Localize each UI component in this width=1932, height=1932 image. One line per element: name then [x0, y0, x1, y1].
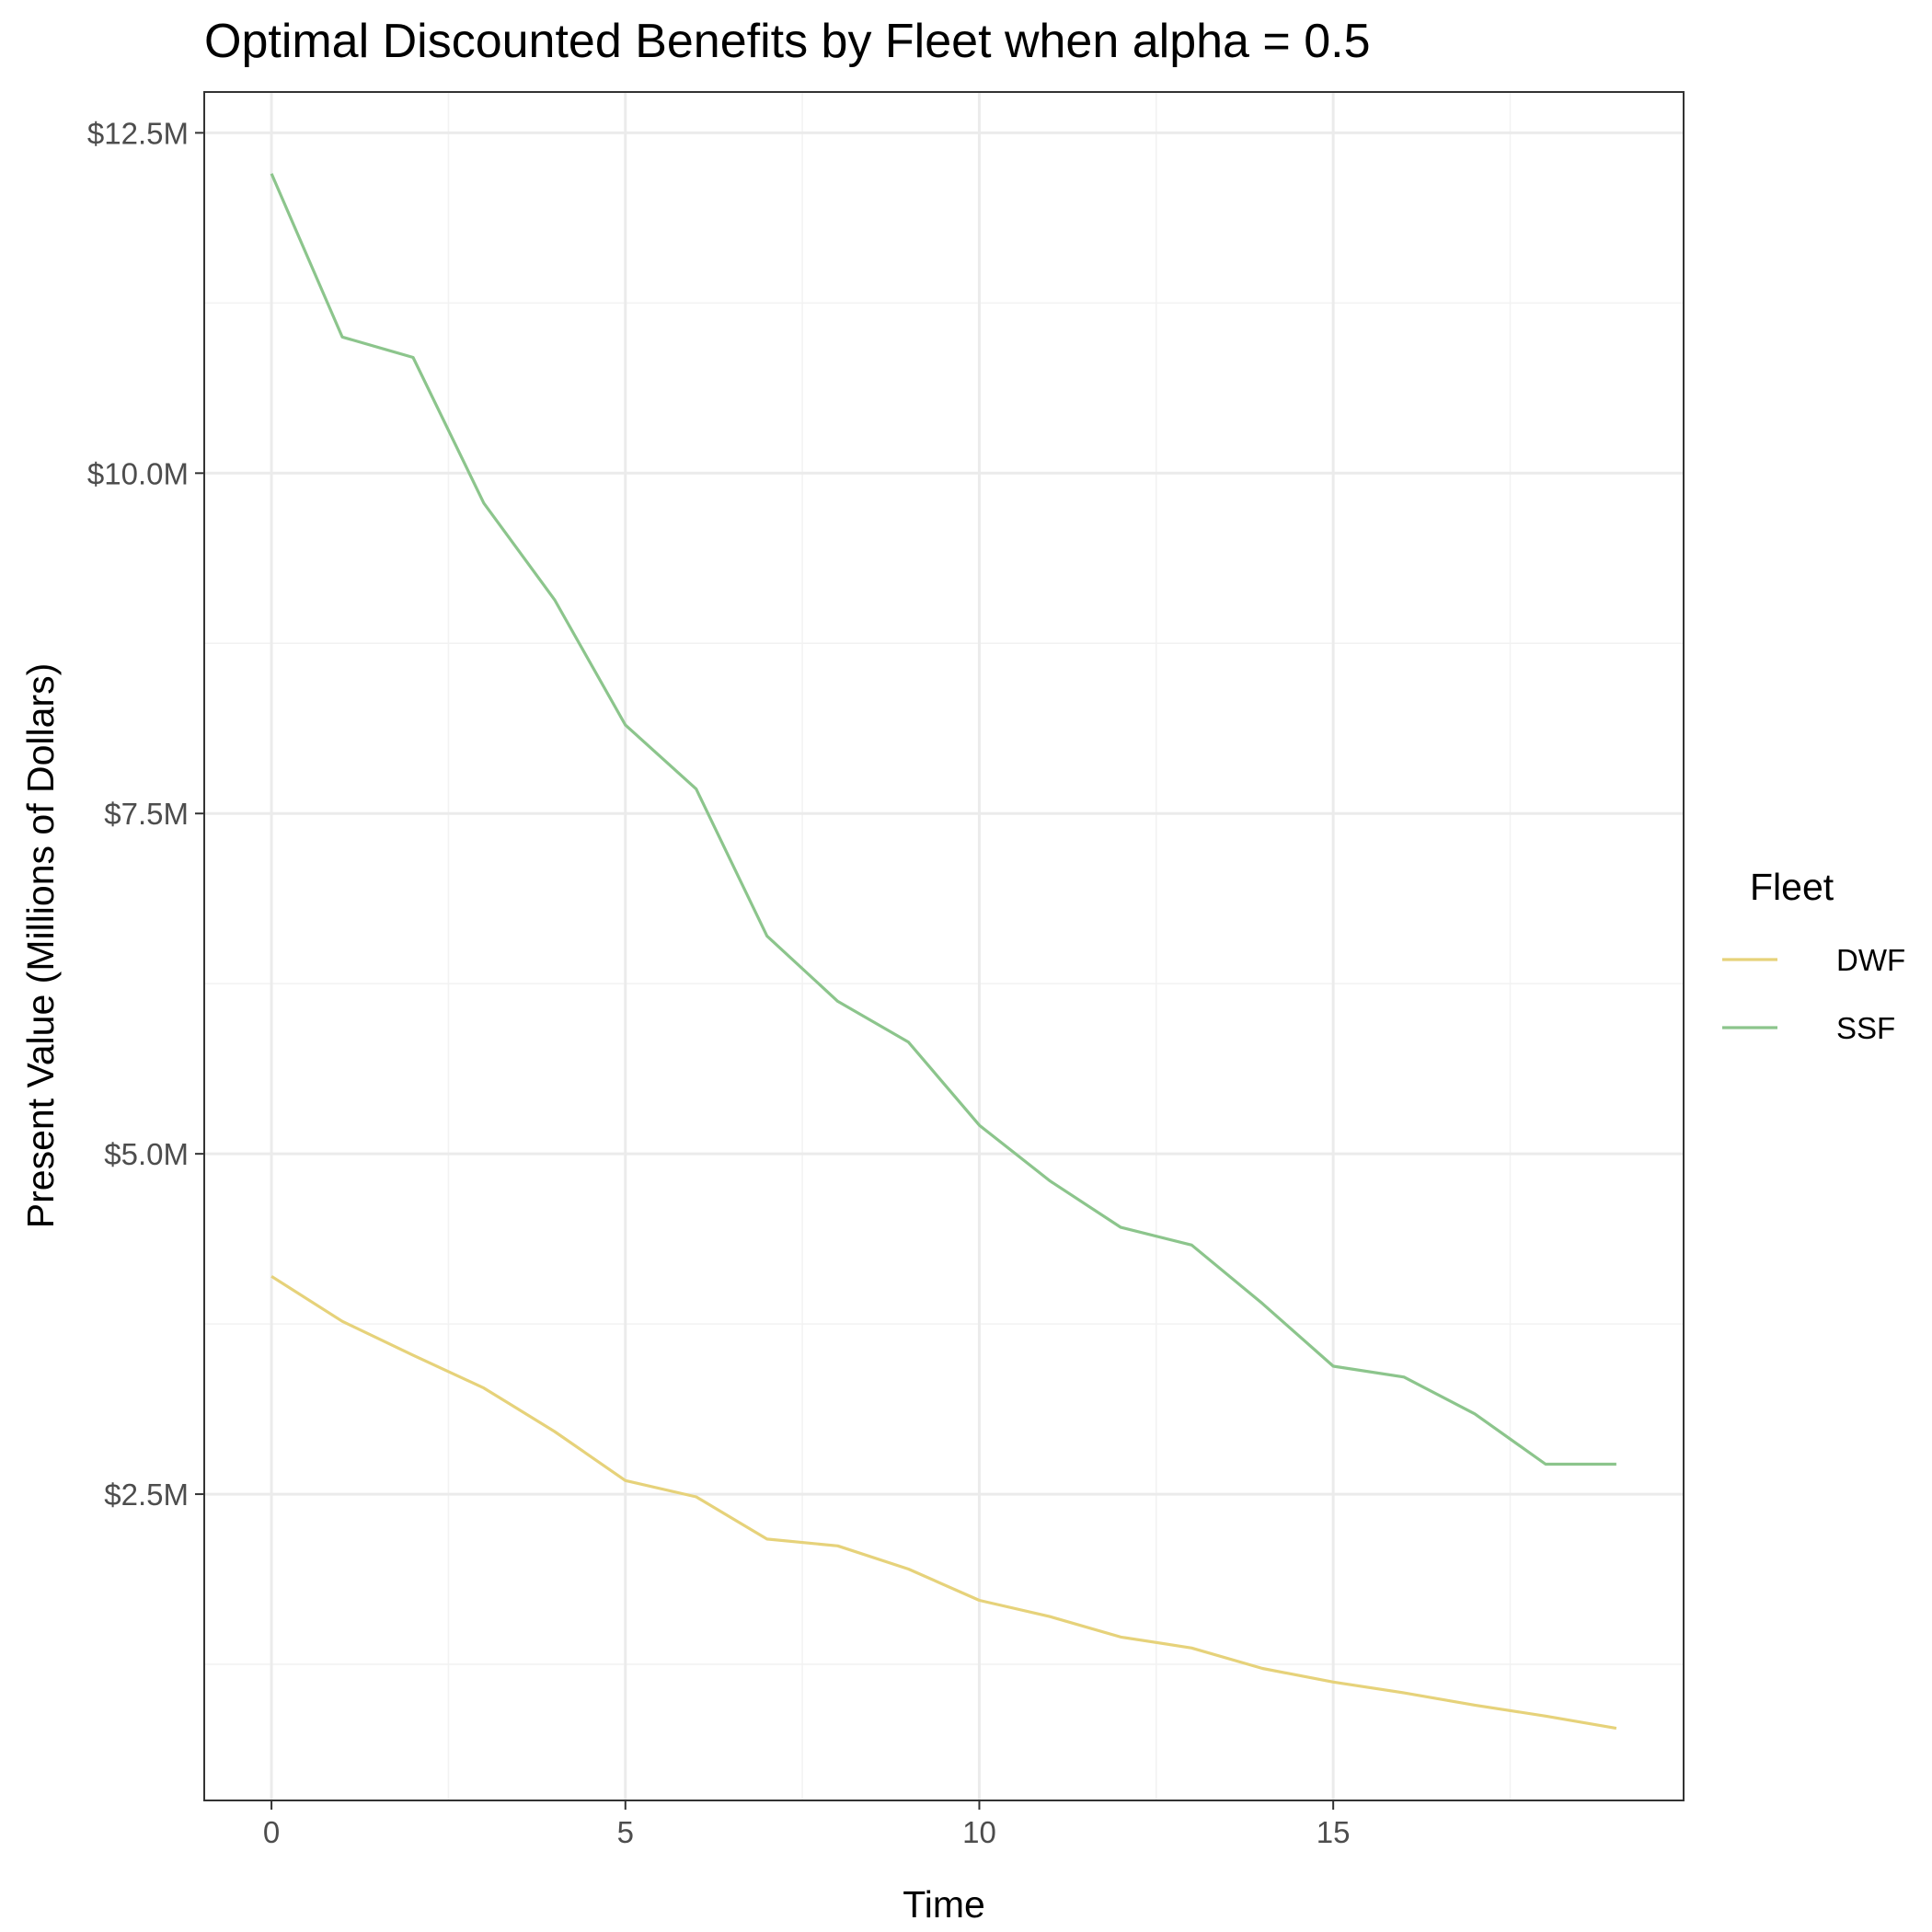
- legend-label-dwf: DWF: [1836, 943, 1905, 977]
- y-axis: $2.5M $5.0M $7.5M $10.0M $12.5M: [87, 116, 204, 1512]
- series-lines: [270, 173, 1617, 1731]
- grid-minor-lines: [204, 92, 1684, 1800]
- legend: Fleet DWF SSF: [1722, 866, 1905, 1045]
- legend-label-ssf: SSF: [1836, 1011, 1895, 1045]
- y-tick-label: $10.0M: [87, 456, 189, 490]
- y-axis-title: Present Value (Millions of Dollars): [19, 663, 62, 1228]
- x-tick-label: 5: [617, 1815, 634, 1849]
- series-line-ssf: [270, 173, 1616, 1466]
- grid-major-lines: [204, 92, 1684, 1800]
- chart-title: Optimal Discounted Benefits by Fleet whe…: [204, 15, 1371, 68]
- x-axis-title: Time: [903, 1883, 985, 1926]
- y-tick-label: $7.5M: [104, 797, 189, 831]
- x-tick-label: 10: [962, 1815, 996, 1849]
- y-tick-label: $5.0M: [104, 1137, 189, 1171]
- x-tick-label: 0: [263, 1815, 280, 1849]
- x-axis: 0 5 10 15: [263, 1800, 1351, 1849]
- y-tick-label: $2.5M: [104, 1478, 189, 1512]
- y-tick-label: $12.5M: [87, 116, 189, 150]
- x-tick-label: 15: [1317, 1815, 1351, 1849]
- plot-panel-border: [203, 91, 1685, 1801]
- legend-title: Fleet: [1750, 866, 1834, 908]
- series-line-dwf: [270, 1274, 1617, 1731]
